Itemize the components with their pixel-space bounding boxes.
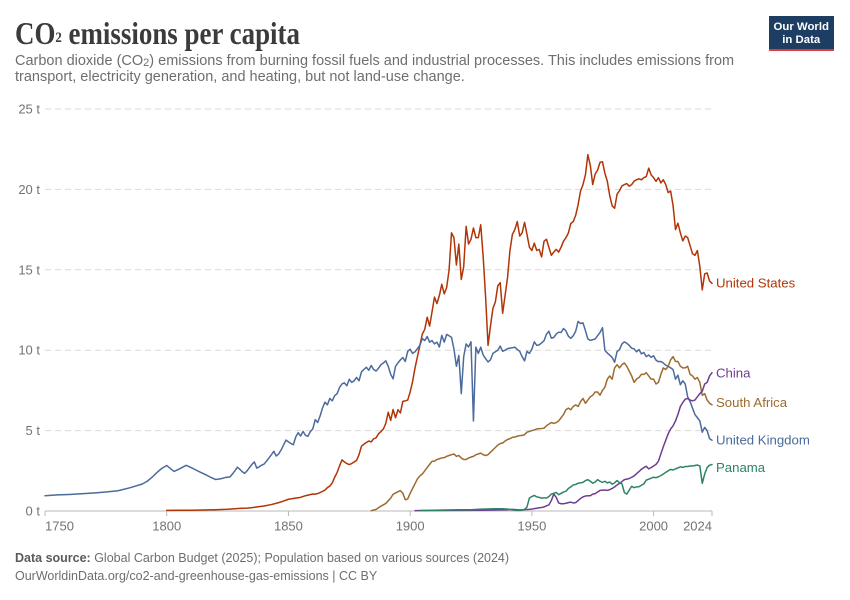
svg-text:10 t: 10 t xyxy=(18,343,40,358)
svg-text:United Kingdom: United Kingdom xyxy=(716,433,810,448)
svg-text:United States: United States xyxy=(716,276,796,291)
svg-text:1950: 1950 xyxy=(517,519,546,534)
svg-text:2024: 2024 xyxy=(683,519,712,534)
svg-text:2000: 2000 xyxy=(639,519,668,534)
svg-text:0 t: 0 t xyxy=(26,504,41,519)
svg-text:Panama: Panama xyxy=(716,460,766,475)
svg-text:25 t: 25 t xyxy=(18,102,40,117)
svg-text:1750: 1750 xyxy=(45,519,74,534)
svg-text:1800: 1800 xyxy=(152,519,181,534)
svg-text:1900: 1900 xyxy=(396,519,425,534)
svg-text:15 t: 15 t xyxy=(18,262,40,277)
svg-text:South Africa: South Africa xyxy=(716,395,788,410)
svg-text:China: China xyxy=(716,366,751,381)
svg-text:20 t: 20 t xyxy=(18,182,40,197)
svg-text:5 t: 5 t xyxy=(26,423,41,438)
svg-text:1850: 1850 xyxy=(274,519,303,534)
